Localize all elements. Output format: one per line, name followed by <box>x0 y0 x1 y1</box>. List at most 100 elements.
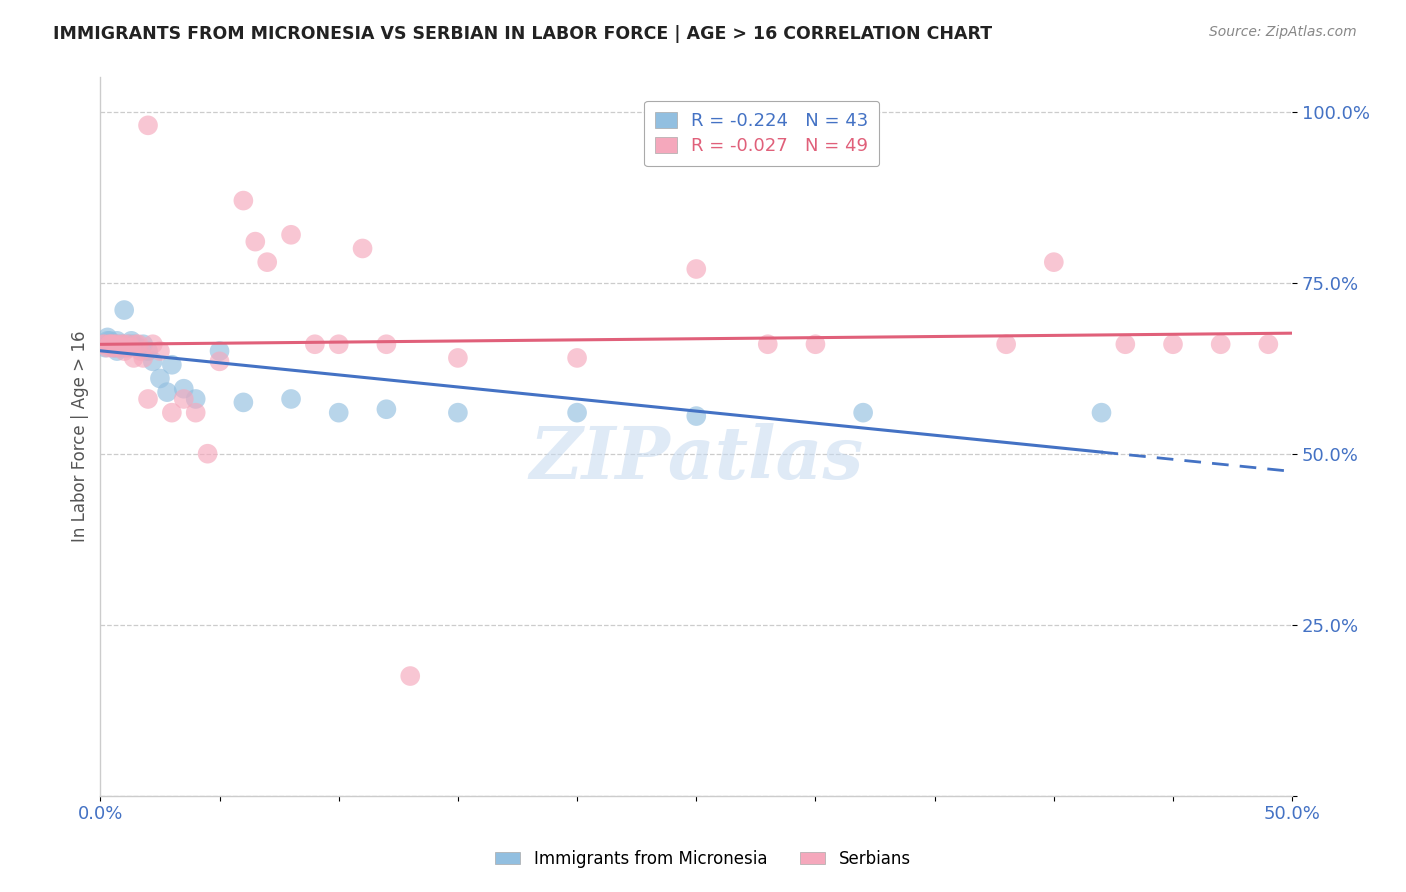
Point <box>142 337 165 351</box>
Point <box>136 344 159 359</box>
Point <box>122 351 145 365</box>
Point <box>125 337 148 351</box>
Point <box>1090 406 1112 420</box>
Point <box>101 337 124 351</box>
Point <box>136 119 159 133</box>
Point <box>111 337 134 351</box>
Point <box>756 337 779 351</box>
Point <box>127 341 149 355</box>
Point <box>112 344 135 359</box>
Point <box>149 371 172 385</box>
Point <box>91 337 114 351</box>
Y-axis label: In Labor Force | Age > 16: In Labor Force | Age > 16 <box>72 331 89 542</box>
Point <box>280 392 302 406</box>
Point <box>208 354 231 368</box>
Point <box>1161 337 1184 351</box>
Point <box>160 406 183 420</box>
Point <box>98 337 121 351</box>
Point <box>852 406 875 420</box>
Point <box>156 385 179 400</box>
Point <box>96 341 118 355</box>
Text: IMMIGRANTS FROM MICRONESIA VS SERBIAN IN LABOR FORCE | AGE > 16 CORRELATION CHAR: IMMIGRANTS FROM MICRONESIA VS SERBIAN IN… <box>53 25 993 43</box>
Point <box>149 344 172 359</box>
Point <box>328 406 350 420</box>
Point <box>104 337 127 351</box>
Point <box>120 341 142 355</box>
Point <box>91 337 114 351</box>
Point <box>101 337 124 351</box>
Point <box>104 341 127 355</box>
Point <box>105 337 128 351</box>
Point <box>94 337 117 351</box>
Point <box>127 337 149 351</box>
Point <box>105 337 128 351</box>
Point <box>108 341 131 355</box>
Point <box>685 409 707 423</box>
Point <box>104 341 127 355</box>
Text: Source: ZipAtlas.com: Source: ZipAtlas.com <box>1209 25 1357 39</box>
Point <box>447 406 470 420</box>
Point <box>98 337 121 351</box>
Legend: Immigrants from Micronesia, Serbians: Immigrants from Micronesia, Serbians <box>488 844 918 875</box>
Point <box>304 337 326 351</box>
Point <box>108 341 131 355</box>
Point <box>173 382 195 396</box>
Point <box>197 447 219 461</box>
Point <box>160 358 183 372</box>
Point <box>120 334 142 348</box>
Point <box>111 341 134 355</box>
Legend: R = -0.224   N = 43, R = -0.027   N = 49: R = -0.224 N = 43, R = -0.027 N = 49 <box>644 101 879 166</box>
Point <box>98 334 121 348</box>
Point <box>132 351 155 365</box>
Point <box>122 337 145 351</box>
Point <box>375 337 398 351</box>
Point <box>96 334 118 348</box>
Point <box>115 341 138 355</box>
Point <box>399 669 422 683</box>
Point <box>132 337 155 351</box>
Point <box>98 337 121 351</box>
Point <box>94 337 117 351</box>
Point <box>1257 337 1279 351</box>
Point <box>105 334 128 348</box>
Point <box>1043 255 1066 269</box>
Point <box>208 344 231 359</box>
Point <box>565 351 588 365</box>
Point <box>352 242 374 256</box>
Point <box>1114 337 1136 351</box>
Point <box>447 351 470 365</box>
Point <box>94 341 117 355</box>
Point <box>129 344 152 359</box>
Point <box>111 337 134 351</box>
Point <box>1209 337 1232 351</box>
Point <box>118 337 141 351</box>
Point <box>804 337 827 351</box>
Text: ZIPatlas: ZIPatlas <box>529 423 863 493</box>
Point <box>98 337 121 351</box>
Point <box>256 255 278 269</box>
Point <box>245 235 267 249</box>
Point <box>375 402 398 417</box>
Point <box>136 392 159 406</box>
Point <box>280 227 302 242</box>
Point <box>101 337 124 351</box>
Point <box>118 337 141 351</box>
Point <box>184 392 207 406</box>
Point <box>104 337 127 351</box>
Point <box>685 262 707 277</box>
Point <box>232 194 254 208</box>
Point <box>112 303 135 318</box>
Point <box>105 344 128 359</box>
Point <box>115 341 138 355</box>
Point <box>96 337 118 351</box>
Point <box>96 330 118 344</box>
Point <box>173 392 195 406</box>
Point <box>232 395 254 409</box>
Point <box>565 406 588 420</box>
Point <box>112 337 135 351</box>
Point <box>101 341 124 355</box>
Point <box>142 354 165 368</box>
Point <box>184 406 207 420</box>
Point <box>995 337 1018 351</box>
Point <box>328 337 350 351</box>
